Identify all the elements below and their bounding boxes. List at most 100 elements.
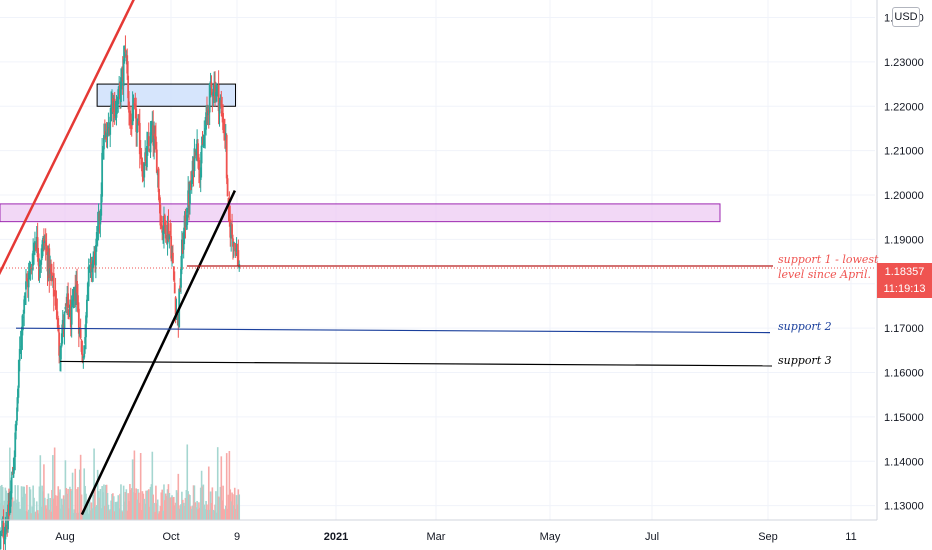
candle-body: [86, 299, 88, 318]
candle-body: [32, 250, 35, 266]
candle-body: [50, 264, 52, 274]
candle-body: [138, 122, 141, 155]
volume-bar: [222, 485, 224, 520]
candle-body: [52, 273, 55, 297]
candle-body: [37, 253, 40, 266]
candle-body: [31, 268, 34, 270]
volume-bar: [50, 511, 52, 520]
candle-body: [94, 244, 97, 266]
volume-bar: [28, 486, 31, 520]
candle-body: [168, 234, 171, 240]
time-tick-label: Oct: [162, 531, 179, 543]
volume-bar: [152, 494, 155, 520]
volume-bar: [96, 469, 99, 520]
volume-bar: [165, 495, 168, 520]
volume-bar: [213, 510, 215, 520]
volume-bar: [194, 502, 197, 520]
candle-body: [15, 420, 18, 431]
volume-bar: [171, 495, 173, 520]
candle-body: [193, 148, 196, 172]
volume-bar: [61, 504, 64, 520]
volume-bar: [233, 487, 236, 520]
volume-bar: [95, 505, 98, 520]
volume-bar: [138, 492, 140, 520]
candle-body: [48, 248, 51, 278]
volume-bar: [105, 484, 108, 520]
volume-bars: [0, 444, 241, 520]
currency-button[interactable]: USD: [892, 7, 920, 27]
candle-body: [237, 250, 240, 266]
volume-bar: [55, 506, 58, 520]
candle-body: [85, 315, 87, 338]
volume-bar: [118, 508, 120, 520]
volume-bar: [179, 505, 181, 520]
volume-bar: [166, 489, 169, 520]
volume-bar: [16, 499, 18, 520]
volume-bar: [76, 489, 78, 520]
volume-bar: [189, 495, 191, 520]
zone-drawings[interactable]: [0, 83, 721, 223]
price-tick-label: 1.16000: [884, 368, 924, 380]
volume-bar: [123, 501, 126, 520]
candle-body: [186, 215, 189, 225]
volume-bar: [62, 495, 65, 520]
volume-bar: [37, 513, 40, 520]
candle-body: [226, 178, 229, 197]
red-trendline: [0, 0, 135, 276]
volume-bar: [29, 489, 32, 520]
volume-bar: [135, 488, 137, 520]
volume-bar: [237, 489, 240, 520]
volume-bar: [0, 485, 2, 520]
volume-bar: [144, 503, 146, 520]
volume-bar: [112, 496, 115, 520]
volume-bar: [73, 509, 76, 520]
volume-bar: [63, 499, 66, 520]
candle-body: [97, 212, 100, 230]
candle-body: [55, 302, 58, 309]
volume-bar: [136, 499, 138, 520]
time-axis[interactable]: Aug Oct 9 2021 Mar May Jul Sep 11: [0, 519, 877, 543]
candle-body: [58, 332, 61, 356]
volume-bar: [149, 486, 152, 520]
candle-body: [60, 333, 63, 346]
volume-bar: [32, 485, 34, 520]
volume-bar: [170, 497, 172, 520]
volume-bar: [127, 493, 129, 520]
candle-body: [27, 272, 30, 288]
candle-body: [149, 132, 152, 153]
candle-body: [65, 303, 68, 306]
volume-bar: [100, 508, 103, 520]
candle-body: [9, 491, 12, 507]
volume-bar: [192, 485, 195, 520]
volume-bar: [220, 456, 223, 520]
volume-bar: [154, 511, 156, 520]
candle-body: [233, 242, 236, 244]
volume-bar: [172, 497, 174, 520]
volume-bar: [26, 485, 28, 520]
candle-body: [23, 299, 26, 314]
price-scale[interactable]: 1.240001.230001.220001.210001.200001.190…: [876, 0, 924, 520]
grid-lines: [0, 0, 875, 520]
candle-body: [155, 136, 157, 150]
volume-bar: [150, 484, 153, 520]
black-trendline: [80, 190, 237, 516]
volume-bar: [84, 485, 86, 520]
volume-bar: [5, 490, 8, 520]
volume-bar: [121, 511, 124, 520]
volume-bar: [169, 497, 172, 520]
volume-bar: [174, 502, 177, 520]
volume-bar: [112, 493, 114, 520]
resistance-zone: [96, 83, 237, 107]
trendline-drawings[interactable]: [0, 0, 875, 516]
candle-body: [64, 306, 67, 310]
volume-bar: [184, 497, 187, 520]
volume-bar: [106, 492, 109, 520]
volume-bar: [66, 493, 68, 520]
volume-bar: [74, 468, 77, 520]
volume-bar: [14, 485, 17, 520]
candle-body: [100, 194, 103, 216]
volume-bar: [191, 505, 194, 520]
volume-bar: [45, 508, 48, 520]
volume-bar: [107, 504, 110, 520]
